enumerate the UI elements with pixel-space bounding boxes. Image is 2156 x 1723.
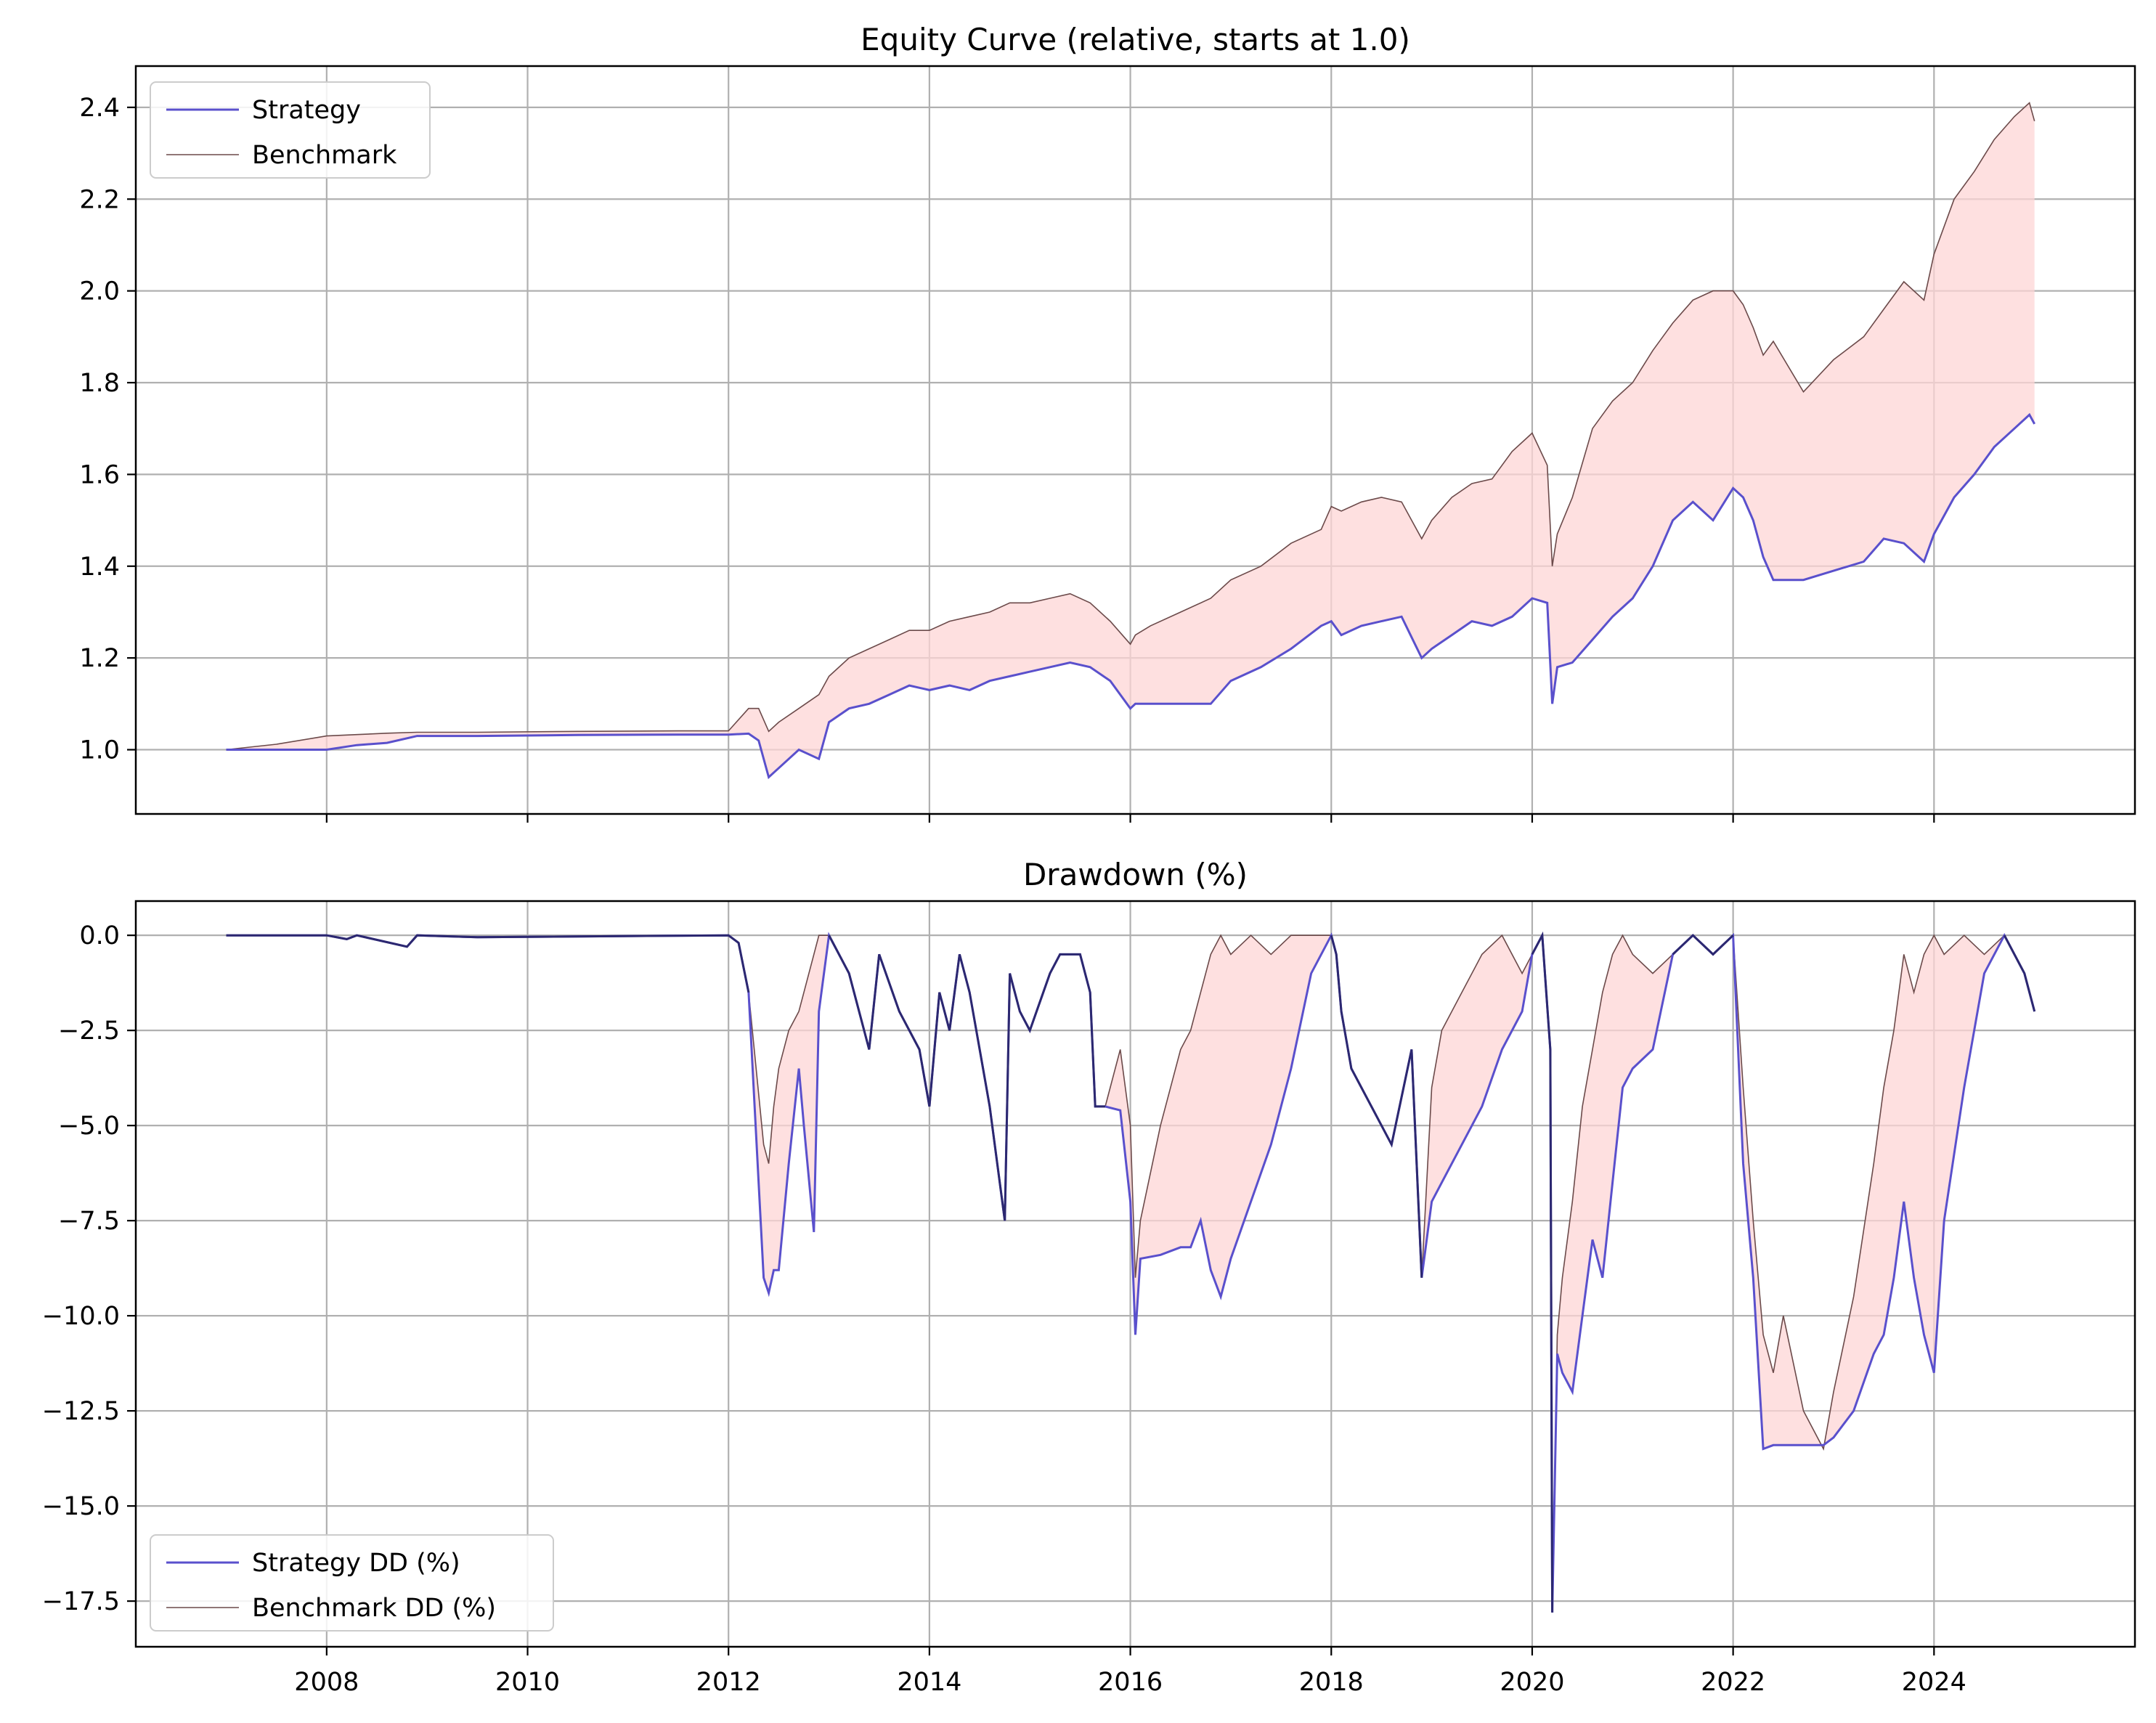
y-tick-label: −5.0 [58, 1112, 120, 1141]
x-tick-label: 2014 [897, 1668, 961, 1697]
drawdown-panel: 2008 2010 2012 2014 2016 2018 2020 2022 2024 0.0… [42, 857, 2136, 1697]
legend-label: Strategy DD (%) [252, 1549, 460, 1578]
equity-panel: 1.0 1.2 1.4 1.6 1.8 2.0 2.2 2.4 Equity Curve (r… [79, 22, 2136, 823]
y-tick-label: −7.5 [58, 1207, 120, 1236]
x-tick-label: 2018 [1299, 1668, 1364, 1697]
x-tick-label: 2020 [1500, 1668, 1564, 1697]
legend-label: Benchmark [252, 141, 397, 170]
fill-between-area [226, 102, 2035, 778]
y-tick-label: −12.5 [42, 1397, 120, 1426]
equity-fill-between [226, 102, 2035, 778]
y-tick-label: 1.0 [79, 736, 120, 765]
legend-label: Strategy [252, 96, 361, 125]
y-tick-label: 1.8 [79, 369, 120, 398]
equity-chart-title: Equity Curve (relative, starts at 1.0) [861, 22, 1410, 57]
drawdown-chart-title: Drawdown (%) [1023, 857, 1248, 892]
series-overlap-line [828, 934, 1105, 1221]
drawdown-x-ticks: 2008 2010 2012 2014 2016 2018 2020 2022 2024 [294, 1647, 1966, 1697]
legend-label: Benchmark DD (%) [252, 1594, 496, 1623]
y-tick-label: 2.4 [79, 94, 120, 123]
series-overlap-line [1672, 934, 1734, 956]
drawdown-lines [226, 931, 2036, 1613]
y-tick-label: 0.0 [79, 921, 120, 950]
y-tick-label: 1.6 [79, 460, 120, 489]
y-tick-label: −17.5 [42, 1587, 120, 1616]
y-tick-label: −10.0 [42, 1302, 120, 1331]
series-line-strategy [226, 931, 2036, 1613]
series-line-benchmark [226, 933, 2035, 1613]
x-tick-label: 2012 [696, 1668, 761, 1697]
series-line-benchmark [226, 102, 2035, 751]
equity-x-ticks [325, 814, 1935, 823]
series-overlap-line [1531, 931, 1554, 1613]
y-tick-label: −2.5 [58, 1017, 120, 1046]
x-tick-label: 2022 [1701, 1668, 1765, 1697]
series-overlap-line [1330, 934, 1423, 1278]
y-tick-label: 2.0 [79, 277, 120, 306]
y-tick-label: 2.2 [79, 185, 120, 214]
x-tick-label: 2024 [1902, 1668, 1966, 1697]
legend-box [150, 81, 431, 179]
legend-box [150, 1534, 554, 1632]
x-tick-label: 2010 [495, 1668, 560, 1697]
drawdown-legend: Strategy DD (%) Benchmark DD (%) [150, 1534, 554, 1632]
series-line-strategy [226, 412, 2036, 780]
series-overlap-line [226, 934, 750, 993]
equity-y-ticks: 1.0 1.2 1.4 1.6 1.8 2.0 2.2 2.4 [79, 94, 136, 765]
series-overlap-line [2003, 934, 2036, 1012]
x-tick-label: 2008 [294, 1668, 359, 1697]
equity-axes-frame [134, 65, 2136, 815]
y-tick-label: −15.0 [42, 1492, 120, 1521]
x-tick-label: 2016 [1098, 1668, 1163, 1697]
drawdown-axes-frame [134, 900, 2136, 1648]
y-tick-label: 1.4 [79, 553, 120, 582]
equity-lines [226, 102, 2036, 780]
drawdown-y-ticks: 0.0 −2.5 −5.0 −7.5 −10.0 −12.5 −15.0 −17.5 [42, 921, 136, 1616]
y-tick-label: 1.2 [79, 644, 120, 673]
equity-legend: Strategy Benchmark [150, 81, 431, 179]
